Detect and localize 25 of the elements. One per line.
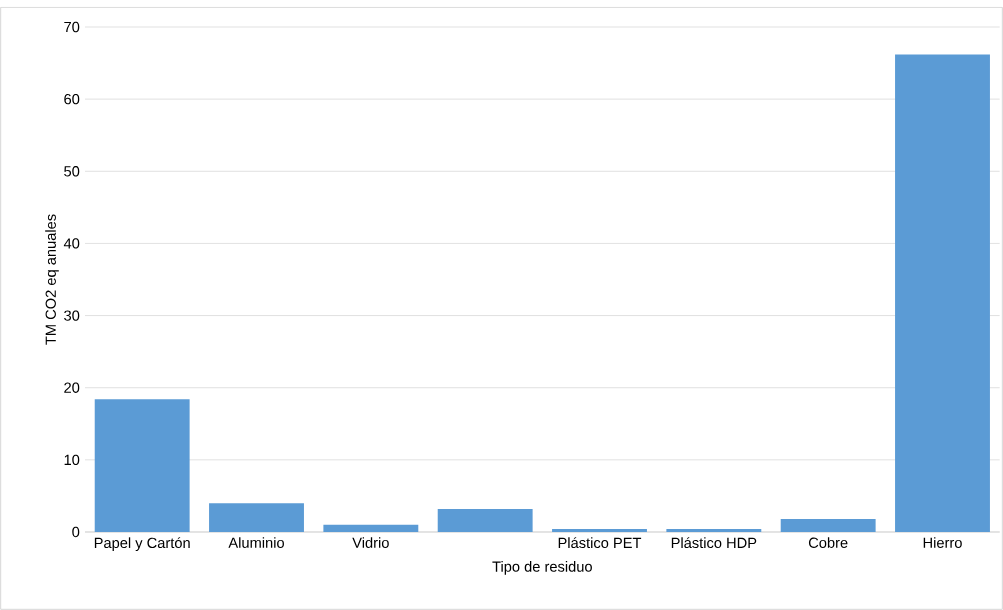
bar [323,524,419,532]
x-tick-label: Hierro [923,537,962,548]
bar [552,529,647,532]
x-tick-label: Vidrio [352,537,389,548]
y-tick-label: 70 [64,21,80,33]
y-tick-label: 30 [64,310,80,321]
y-axis-title: TM CO2 eq anuales [45,214,59,345]
bar [437,508,533,532]
x-tick-label: Plástico PET [558,537,642,549]
y-tick-label: 40 [63,238,80,249]
y-tick-label: 10 [64,454,80,466]
bar [895,54,990,532]
bar [780,519,876,532]
y-tick-label: 0 [72,526,80,538]
x-tick-label: Cobre [808,537,848,548]
bar [666,529,762,532]
x-axis-title: Tipo de residuo [492,561,592,575]
y-tick-label: 50 [64,166,80,177]
x-tick-label: Papel y Cartón [94,537,190,551]
x-tick-label: Aluminio [228,537,284,548]
y-tick-label: 20 [64,382,80,393]
bar [209,503,304,532]
y-tick-label: 60 [64,93,80,105]
x-tick-label: Plástico HDP [671,537,757,549]
bar [94,399,190,532]
